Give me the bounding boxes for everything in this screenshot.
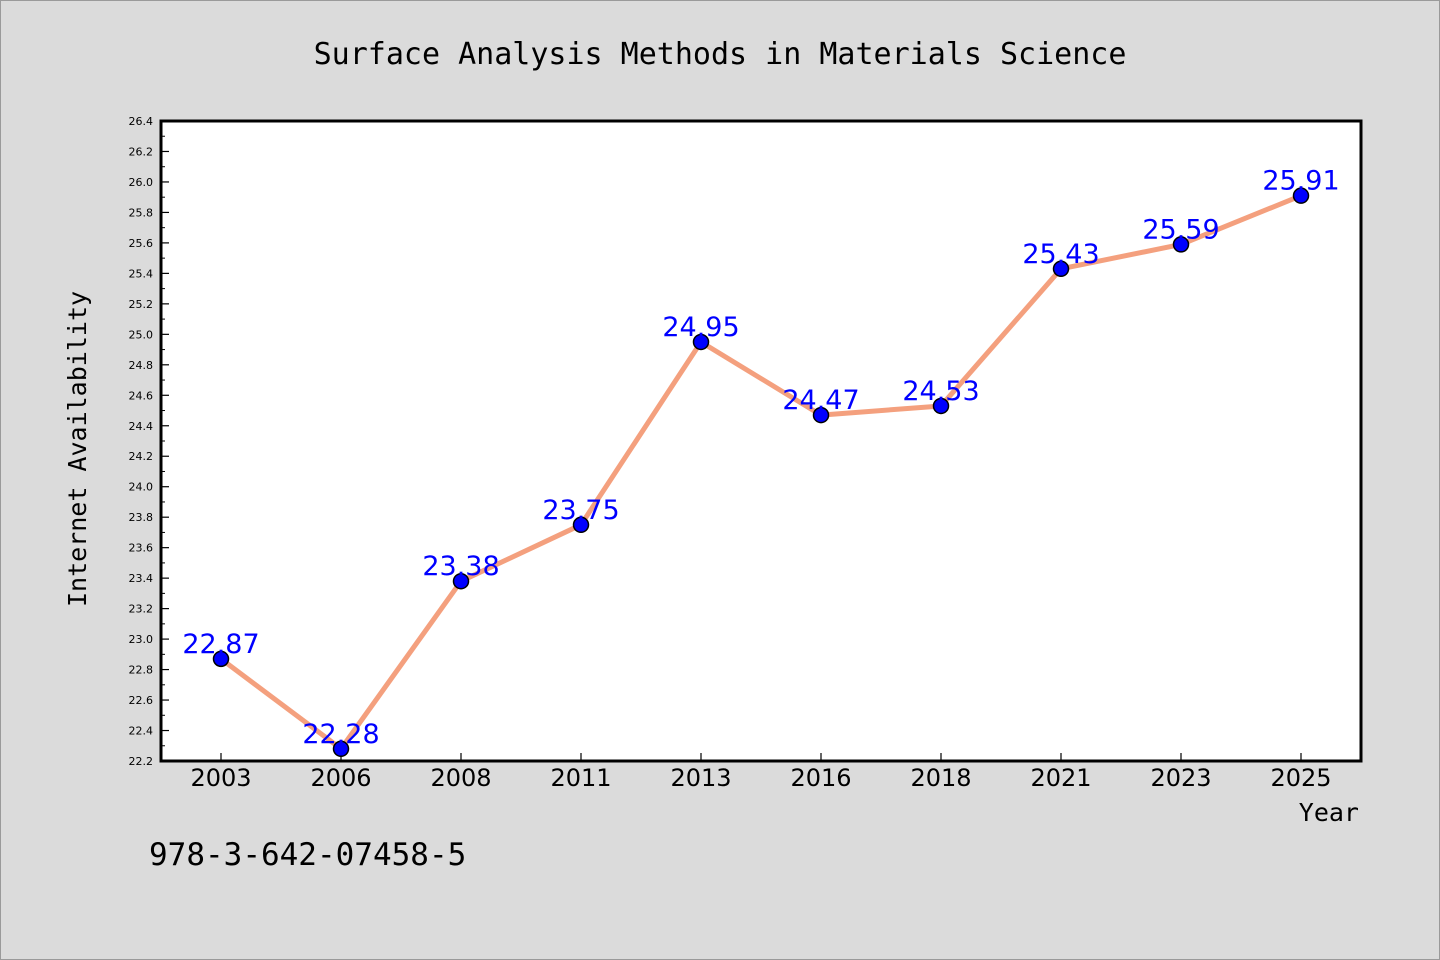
- data-label: 23.38: [422, 551, 499, 582]
- data-label: 25.43: [1022, 239, 1099, 270]
- data-label: 25.59: [1142, 214, 1219, 245]
- y-tick-label: 26.0: [129, 176, 154, 189]
- y-axis-label: Internet Availability: [63, 291, 92, 607]
- y-tick-label: 23.4: [129, 572, 154, 585]
- y-tick-label: 23.6: [129, 542, 154, 555]
- x-axis-label: Year: [1299, 798, 1359, 827]
- y-tick-label: 25.8: [129, 206, 154, 219]
- y-tick-label: 25.4: [129, 267, 154, 280]
- data-label: 22.28: [302, 719, 379, 750]
- y-tick-label: 22.8: [129, 664, 154, 677]
- x-tick-label: 2013: [670, 764, 731, 792]
- y-tick-label: 26.2: [129, 145, 154, 158]
- data-label: 24.53: [902, 376, 979, 407]
- x-tick-label: 2016: [790, 764, 851, 792]
- x-tick-label: 2021: [1030, 764, 1091, 792]
- x-axis: 2003 2006 2008 2011 2013 2016 2018 2021 2023 2025: [190, 753, 1332, 792]
- y-tick-label: 24.8: [129, 359, 154, 372]
- data-point: [452, 572, 470, 590]
- y-tick-label: 25.6: [129, 237, 154, 250]
- x-tick-label: 2011: [550, 764, 611, 792]
- y-tick-label: 24.0: [129, 481, 154, 494]
- y-tick-label: 24.4: [129, 420, 154, 433]
- chart-title: Surface Analysis Methods in Materials Sc…: [314, 37, 1127, 72]
- y-tick-label: 24.2: [129, 450, 154, 463]
- plot-area: [159, 119, 1363, 763]
- data-point: [692, 333, 710, 351]
- data-point: [572, 516, 590, 534]
- y-tick-label: 24.6: [129, 389, 154, 402]
- y-tick-label: 22.6: [129, 694, 154, 707]
- y-tick-label: 25.0: [129, 328, 154, 341]
- series-group: [212, 187, 1310, 758]
- y-tick-label: 22.2: [129, 755, 154, 768]
- data-point: [1172, 236, 1190, 253]
- data-point: [812, 406, 830, 424]
- data-label: 24.47: [782, 385, 859, 416]
- y-tick-label: 23.8: [129, 511, 154, 524]
- x-tick-label: 2008: [430, 764, 491, 792]
- x-tick-label: 2023: [1150, 764, 1211, 792]
- data-label: 23.75: [542, 495, 619, 526]
- data-point: [1292, 187, 1310, 204]
- data-point: [1052, 260, 1070, 278]
- x-tick-label: 2018: [910, 764, 971, 792]
- data-label: 24.95: [662, 312, 739, 343]
- data-point: [332, 740, 350, 758]
- y-axis: 22.2 22.4 22.6 22.8 23.0 23.2 23.4 23.6 23.8 24.0…: [129, 115, 169, 768]
- y-tick-label: 23.0: [129, 633, 154, 646]
- y-tick-label: 22.4: [129, 725, 154, 738]
- data-label: 25.91: [1262, 166, 1339, 197]
- x-tick-label: 2025: [1270, 764, 1331, 792]
- y-tick-label: 25.2: [129, 298, 154, 311]
- x-tick-label: 2006: [310, 764, 371, 792]
- data-label: 22.87: [182, 629, 259, 660]
- data-point: [212, 650, 230, 668]
- data-label-group: 22.87 22.28 23.38 23.75 24.95 24.47 24.53 25.43…: [182, 166, 1339, 750]
- y-tick-label: 23.2: [129, 603, 154, 616]
- y-tick-label: 26.4: [129, 115, 154, 128]
- series-line: [219, 193, 1302, 752]
- x-tick-label: 2003: [190, 764, 251, 792]
- data-point: [932, 397, 950, 415]
- footer-code: 978-3-642-07458-5: [149, 837, 466, 873]
